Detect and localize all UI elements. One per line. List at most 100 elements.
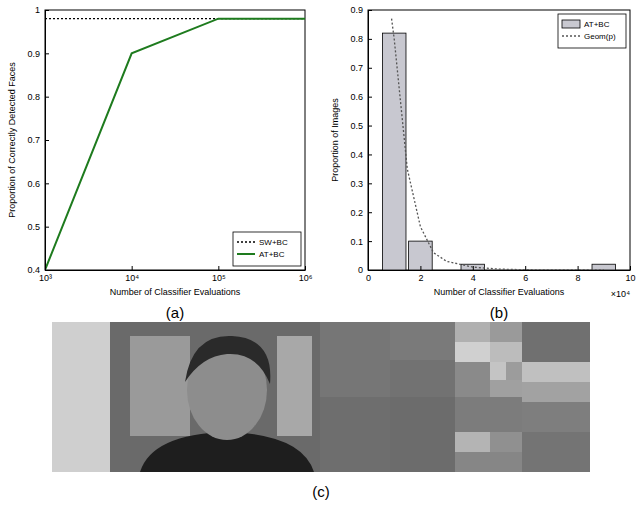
- y-axis-title: Proportion of Images: [330, 98, 340, 182]
- mosaic-cell: [320, 397, 390, 472]
- tick-mark: [368, 126, 372, 127]
- mosaic-cell: [490, 432, 522, 452]
- tick: 0.6: [27, 179, 49, 189]
- bar: [592, 264, 616, 270]
- tick-mark: [473, 266, 474, 270]
- photo-shape: [277, 336, 312, 436]
- tick-label: 0: [358, 265, 363, 275]
- mosaic-cell: [506, 362, 522, 380]
- legend-label: AT+BC: [259, 250, 285, 259]
- tick-label: 10: [625, 273, 635, 283]
- tick-label: 10⁶: [299, 273, 313, 283]
- tick-mark: [420, 266, 421, 270]
- mosaic-cell: [320, 322, 390, 397]
- bar: [382, 33, 406, 270]
- legend: AT+BC Geom(p): [558, 14, 626, 48]
- chart: 10³10⁴10⁵10⁶0.40.50.60.70.80.91Number of…: [7, 5, 313, 321]
- tick-mark: [305, 266, 306, 270]
- mosaic-cell: [390, 397, 455, 472]
- photo-shape: [110, 322, 320, 472]
- tick: 8: [576, 266, 581, 283]
- tick-mark: [368, 241, 372, 242]
- y-axis: 00.10.20.30.40.50.60.70.80.9: [350, 5, 372, 275]
- figure: 10³ 10⁴ 10⁵ 10⁶ 0.4 0.5 0.6 0.7 0.8 0.9 1 Number of…: [0, 0, 640, 507]
- tick: 0.5: [350, 121, 372, 131]
- photo-shape: [185, 336, 270, 384]
- photo-shape: [52, 322, 320, 472]
- tick: 0: [358, 265, 372, 275]
- tick-label: 10⁵: [212, 273, 226, 283]
- tick-label: 10³: [39, 273, 52, 283]
- photo-shape: [130, 336, 190, 436]
- chart: 024681000.10.20.30.40.50.60.70.80.9Numbe…: [330, 5, 636, 321]
- tick-label: 4: [471, 273, 476, 283]
- tick: 0.7: [27, 135, 49, 145]
- mosaic-cell: [455, 432, 490, 452]
- tick-label: 0.8: [350, 34, 363, 44]
- tick: 0.9: [27, 49, 49, 59]
- tick-label: 10⁴: [125, 273, 139, 283]
- tick-mark: [368, 97, 372, 98]
- tick-mark: [45, 270, 49, 271]
- tick-label: 0.4: [350, 150, 363, 160]
- tick: 0.5: [27, 222, 49, 232]
- tick-mark: [368, 212, 372, 213]
- tick: 4: [471, 266, 476, 283]
- mosaic-cell: [455, 397, 522, 432]
- axis-line: [368, 11, 369, 271]
- tick-label: 0: [366, 273, 371, 283]
- tick-mark: [630, 266, 631, 270]
- tick-label: 1: [35, 5, 40, 15]
- mosaic-cell: [490, 362, 506, 380]
- x-axis-title: Number of Classifier Evaluations: [434, 287, 565, 297]
- legend-label: Geom(p): [584, 32, 616, 41]
- tick: 0.7: [350, 63, 372, 73]
- mosaic-cell: [455, 322, 490, 342]
- mosaic-cell: [522, 402, 590, 432]
- image-panel: [52, 322, 590, 472]
- tick-label: 0.5: [350, 121, 363, 131]
- legend-box: [233, 232, 301, 266]
- legend-label: SW+BC: [259, 238, 288, 247]
- mosaic-cell: [455, 362, 490, 397]
- tick: 0.9: [350, 5, 372, 15]
- mosaic: [320, 322, 590, 472]
- tick: 0.3: [350, 179, 372, 189]
- line: [392, 19, 604, 270]
- tick-mark: [578, 266, 579, 270]
- legend-label: AT+BC: [584, 20, 610, 29]
- tick-label: 0.5: [27, 222, 40, 232]
- tick-mark: [368, 10, 372, 11]
- bar: [409, 241, 433, 270]
- tick: 0.6: [350, 92, 372, 102]
- tick-mark: [525, 266, 526, 270]
- caption: (a): [166, 304, 184, 321]
- tick-label: 0.6: [350, 92, 363, 102]
- mosaic-cell: [390, 322, 455, 360]
- tick-mark: [45, 183, 49, 184]
- axis-line: [369, 270, 631, 271]
- tick-mark: [368, 270, 372, 271]
- caption: (b): [490, 304, 508, 321]
- tick: 10: [625, 266, 635, 283]
- tick-mark: [132, 266, 133, 270]
- legend-box: [558, 14, 626, 48]
- mosaic-cell: [490, 322, 522, 342]
- x-axis: 10³ 10⁴ 10⁵ 10⁶: [39, 266, 313, 283]
- tick-label: 0.1: [350, 236, 363, 246]
- legend-swatch: [562, 35, 580, 36]
- tick: 0.4: [350, 150, 372, 160]
- tick-mark: [45, 140, 49, 141]
- mosaic-cell: [390, 360, 455, 397]
- tick-mark: [218, 266, 219, 270]
- tick-label: 8: [576, 273, 581, 283]
- tick-mark: [45, 227, 49, 228]
- mosaic-cell: [455, 342, 490, 362]
- tick-mark: [368, 154, 372, 155]
- tick-label: 0.4: [27, 265, 40, 275]
- bar: [566, 270, 590, 271]
- mosaic-cell: [522, 432, 590, 472]
- plot-frame: [368, 10, 630, 270]
- mosaic-cell: [455, 452, 522, 472]
- tick: 10⁴: [125, 266, 139, 283]
